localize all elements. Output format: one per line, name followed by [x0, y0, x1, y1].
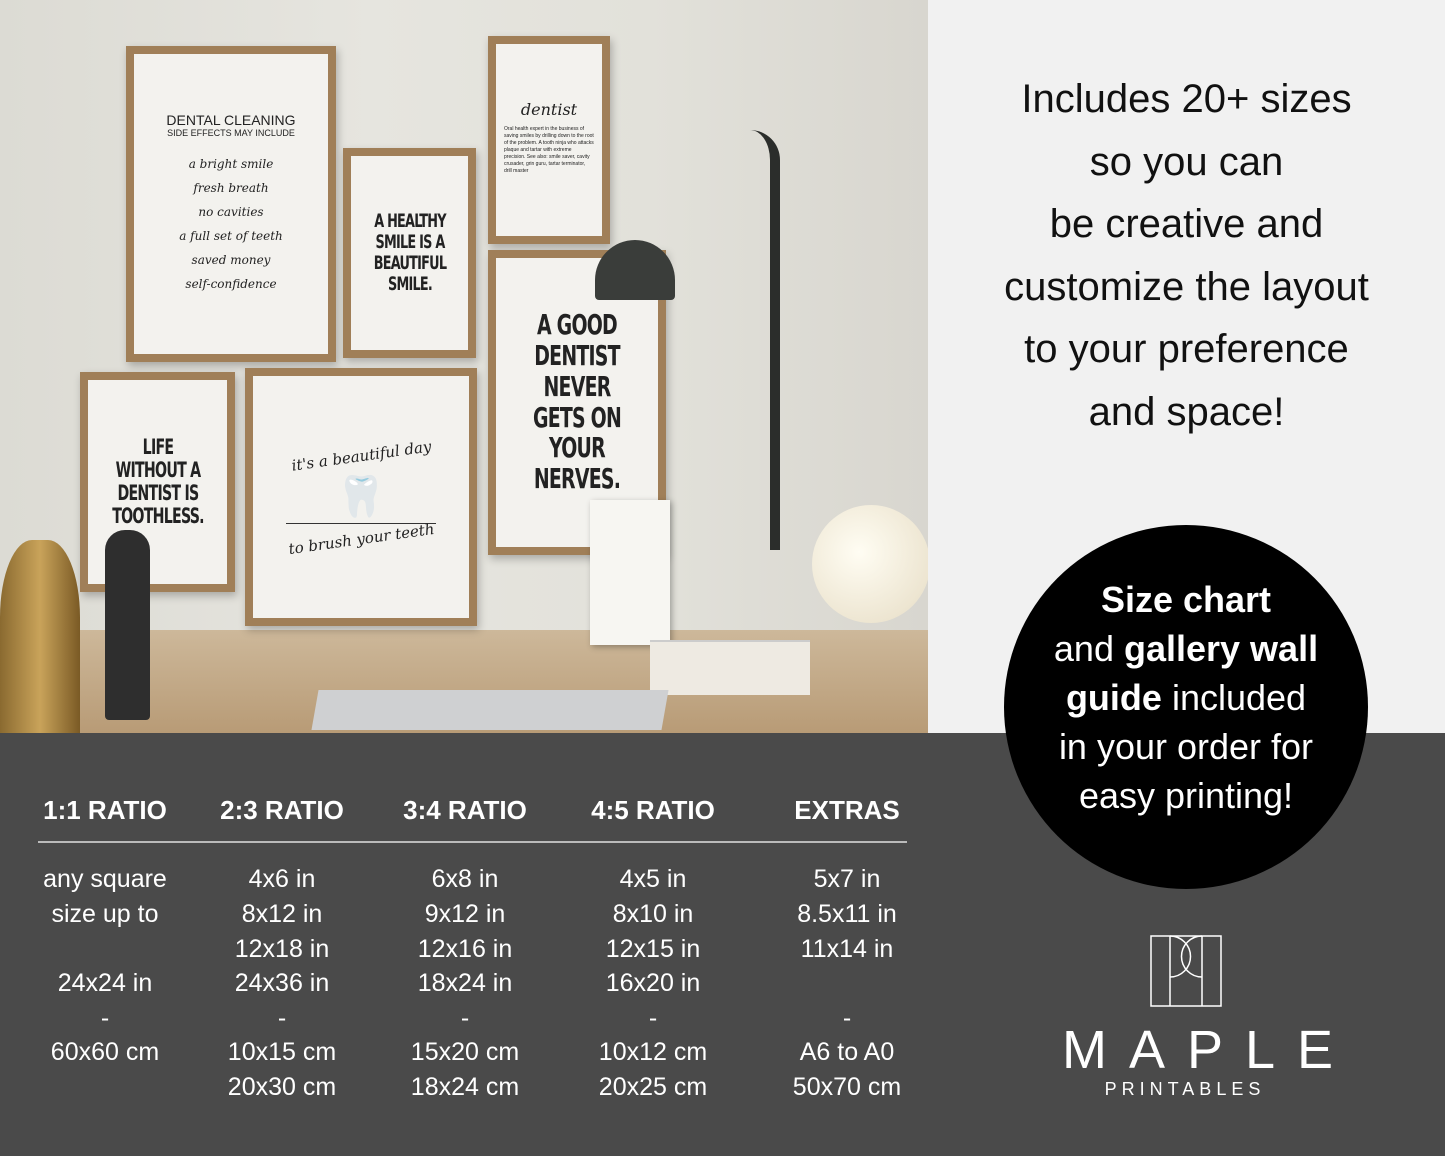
brand-logo: MAPLE PRINTABLES — [1040, 935, 1356, 1100]
badge-bold: guide — [1065, 677, 1162, 718]
size-value: 18x24 in — [417, 969, 513, 997]
column-header: 1:1 RATIO — [43, 795, 167, 825]
poster-line: no cavities — [198, 205, 264, 219]
size-value: size up to — [51, 900, 159, 928]
column-header: 4:5 RATIO — [591, 795, 715, 825]
size-value: 24x24 in — [57, 969, 153, 997]
poster-text: A HEALTHY SMILE IS A BEAUTIFUL SMILE. — [373, 210, 446, 295]
column-header: 3:4 RATIO — [403, 795, 527, 825]
size-value: any square — [43, 865, 167, 893]
badge-bold: Size chart — [1100, 579, 1272, 620]
badge-text: included — [1161, 677, 1307, 718]
badge-bold: gallery wall — [1123, 628, 1319, 669]
headline-line: be creative and — [1049, 202, 1324, 246]
size-value: 20x25 cm — [598, 1073, 708, 1101]
badge-text: easy printing! — [1078, 775, 1294, 816]
wall-lamp — [740, 130, 780, 550]
poster-good-dentist: A GOOD DENTIST NEVER GETS ON YOUR NERVES… — [488, 250, 666, 555]
poster-beautiful-day: it's a beautiful day 🦷 to brush your tee… — [245, 368, 477, 626]
headline-line: customize the layout — [1004, 264, 1369, 309]
poster-dentist-definition: dentist Oral health expert in the busine… — [488, 36, 610, 244]
header-divider — [38, 841, 907, 843]
book-stack — [650, 640, 810, 695]
poster-body: Oral health expert in the business of sa… — [504, 126, 594, 174]
poster-line: a bright smile — [188, 157, 274, 171]
tooth-icon: 🦷 — [286, 471, 436, 524]
size-value: - — [460, 1004, 470, 1032]
size-value: - — [100, 1004, 110, 1032]
size-value: 18x24 cm — [410, 1073, 520, 1101]
size-value: 10x15 cm — [227, 1038, 337, 1066]
size-value: 50x70 cm — [792, 1073, 902, 1101]
size-value: 8x12 in — [241, 900, 323, 928]
badge-text: and — [1053, 628, 1124, 669]
poster-word: dentist — [520, 100, 578, 119]
moon-lamp — [812, 505, 928, 623]
size-value: 5x7 in — [813, 865, 881, 893]
size-chart-badge: Size chart and gallery wall guide includ… — [1004, 525, 1368, 889]
headline-line: so you can — [1089, 139, 1284, 184]
lamp-shade — [595, 240, 675, 300]
size-value: 8x10 in — [612, 900, 694, 928]
badge-text: in your order for — [1058, 726, 1314, 767]
poster-text: A GOOD DENTIST NEVER GETS ON YOUR NERVES… — [532, 308, 622, 496]
size-value: 10x12 cm — [598, 1038, 708, 1066]
gallery-wall-photo: DENTAL CLEANING SIDE EFFECTS MAY INCLUDE… — [0, 0, 928, 733]
headline-line: Includes 20+ sizes — [1021, 77, 1352, 121]
poster-life-without: LIFE WITHOUT A DENTIST IS TOOTHLESS. — [80, 372, 235, 592]
headline-line: to your preference — [1024, 327, 1349, 371]
laptop — [311, 690, 669, 730]
size-value: 15x20 cm — [410, 1038, 520, 1066]
size-value: 16x20 in — [605, 969, 701, 997]
poster-subtitle: SIDE EFFECTS MAY INCLUDE — [167, 128, 295, 138]
logo-mark-icon — [1150, 935, 1222, 1007]
poster-title: DENTAL CLEANING — [166, 112, 296, 128]
poster-line: a full set of teeth — [179, 229, 283, 243]
poster-dental-cleaning: DENTAL CLEANING SIDE EFFECTS MAY INCLUDE… — [126, 46, 336, 362]
size-value: 9x12 in — [424, 900, 506, 928]
size-value: 24x36 in — [234, 969, 330, 997]
book — [590, 500, 670, 645]
size-value: - — [842, 1004, 852, 1032]
brand-tagline: PRINTABLES — [1104, 1079, 1266, 1099]
size-value: 4x5 in — [619, 865, 687, 893]
headline: Includes 20+ sizes so you can be creativ… — [928, 68, 1445, 443]
size-value: 20x30 cm — [227, 1073, 337, 1101]
size-value: 60x60 cm — [50, 1038, 160, 1066]
poster-healthy-smile: A HEALTHY SMILE IS A BEAUTIFUL SMILE. — [343, 148, 476, 358]
statue — [105, 530, 150, 720]
size-value: - — [648, 1004, 658, 1032]
poster-line: fresh breath — [193, 181, 269, 195]
size-value: A6 to A0 — [799, 1038, 895, 1066]
size-value: 11x14 in — [800, 935, 894, 963]
size-value: 6x8 in — [431, 865, 499, 893]
column-header: 2:3 RATIO — [220, 795, 344, 825]
size-value: - — [277, 1004, 287, 1032]
poster-text: LIFE WITHOUT A DENTIST IS TOOTHLESS. — [111, 434, 204, 529]
headline-line: and space! — [1088, 389, 1285, 434]
vase — [0, 540, 80, 733]
size-value: 8.5x11 in — [797, 900, 897, 928]
poster-line: self-confidence — [185, 277, 277, 291]
size-value: 12x16 in — [417, 935, 513, 963]
column-header: EXTRAS — [794, 795, 900, 825]
size-value: 12x18 in — [234, 935, 330, 963]
brand-name: MAPLE — [1062, 1020, 1356, 1080]
size-value: 4x6 in — [248, 865, 316, 893]
size-value: 12x15 in — [605, 935, 701, 963]
poster-line: saved money — [191, 253, 271, 267]
